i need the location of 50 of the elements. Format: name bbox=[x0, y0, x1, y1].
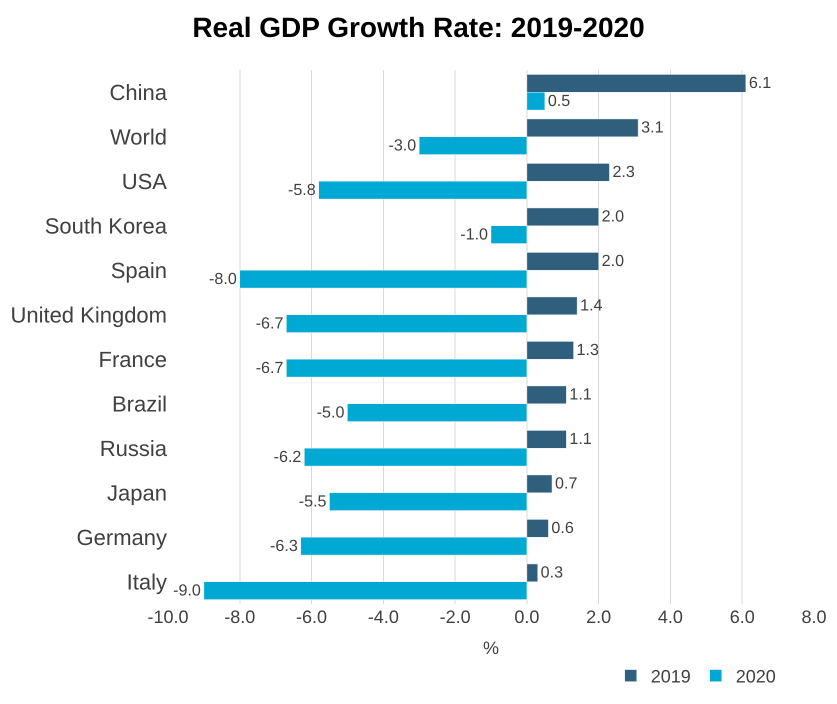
y-tick-label: Italy bbox=[126, 569, 167, 594]
data-label: 1.4 bbox=[580, 296, 603, 315]
data-label: 1.1 bbox=[569, 430, 592, 448]
data-label: 6.1 bbox=[748, 74, 772, 92]
data-label: 2.0 bbox=[602, 208, 624, 226]
y-tick-label: World bbox=[110, 124, 167, 150]
legend-label: 2020 bbox=[736, 666, 776, 687]
x-tick-label: 6.0 bbox=[730, 607, 755, 627]
data-label: -1.0 bbox=[460, 225, 488, 244]
data-label: 1.1 bbox=[569, 386, 592, 404]
x-tick-label: 8.0 bbox=[801, 607, 827, 627]
data-label: 2.3 bbox=[612, 163, 635, 182]
y-tick-label: China bbox=[110, 80, 168, 105]
data-label: -3.0 bbox=[388, 136, 416, 154]
data-label: -6.3 bbox=[270, 536, 298, 555]
chart-title: Real GDP Growth Rate: 2019-2020 bbox=[192, 12, 645, 44]
data-label: -9.0 bbox=[173, 581, 201, 600]
y-tick-label: Russia bbox=[100, 436, 168, 461]
y-tick-label: France bbox=[98, 346, 167, 372]
data-label: -5.0 bbox=[316, 403, 344, 422]
data-label: 2.0 bbox=[602, 252, 624, 270]
x-tick-label: -4.0 bbox=[368, 607, 399, 627]
data-label: -6.2 bbox=[274, 448, 302, 466]
data-label: 1.3 bbox=[576, 341, 599, 360]
data-label: 0.3 bbox=[540, 564, 564, 582]
y-tick-label: USA bbox=[122, 168, 168, 194]
data-label: 0.5 bbox=[548, 92, 570, 110]
x-tick-label: 0.0 bbox=[514, 607, 540, 627]
y-tick-label: Spain bbox=[110, 258, 167, 283]
data-label: -6.7 bbox=[256, 314, 284, 332]
data-label: -5.8 bbox=[288, 180, 316, 199]
y-tick-label: Japan bbox=[107, 480, 167, 506]
y-tick-label: South Korea bbox=[44, 213, 168, 238]
data-label: 3.1 bbox=[641, 118, 664, 137]
y-tick-label: United Kingdom bbox=[10, 302, 167, 328]
data-label: -8.0 bbox=[209, 270, 237, 288]
y-tick-label: Brazil bbox=[112, 391, 167, 416]
x-tick-label: 2.0 bbox=[586, 607, 612, 627]
x-tick-label: -6.0 bbox=[296, 607, 328, 627]
data-label: 0.7 bbox=[555, 474, 578, 493]
legend-label: 2019 bbox=[650, 666, 691, 687]
data-label: -5.5 bbox=[298, 492, 327, 510]
x-tick-label: -8.0 bbox=[224, 607, 256, 627]
data-label: 0.6 bbox=[551, 519, 574, 538]
x-tick-label: -2.0 bbox=[440, 607, 471, 627]
data-label: -6.7 bbox=[256, 358, 284, 377]
y-tick-label: Germany bbox=[76, 524, 167, 550]
x-tick-label: -10.0 bbox=[147, 607, 189, 627]
x-tick-label: 4.0 bbox=[658, 607, 683, 627]
x-axis-title: % bbox=[482, 638, 500, 658]
